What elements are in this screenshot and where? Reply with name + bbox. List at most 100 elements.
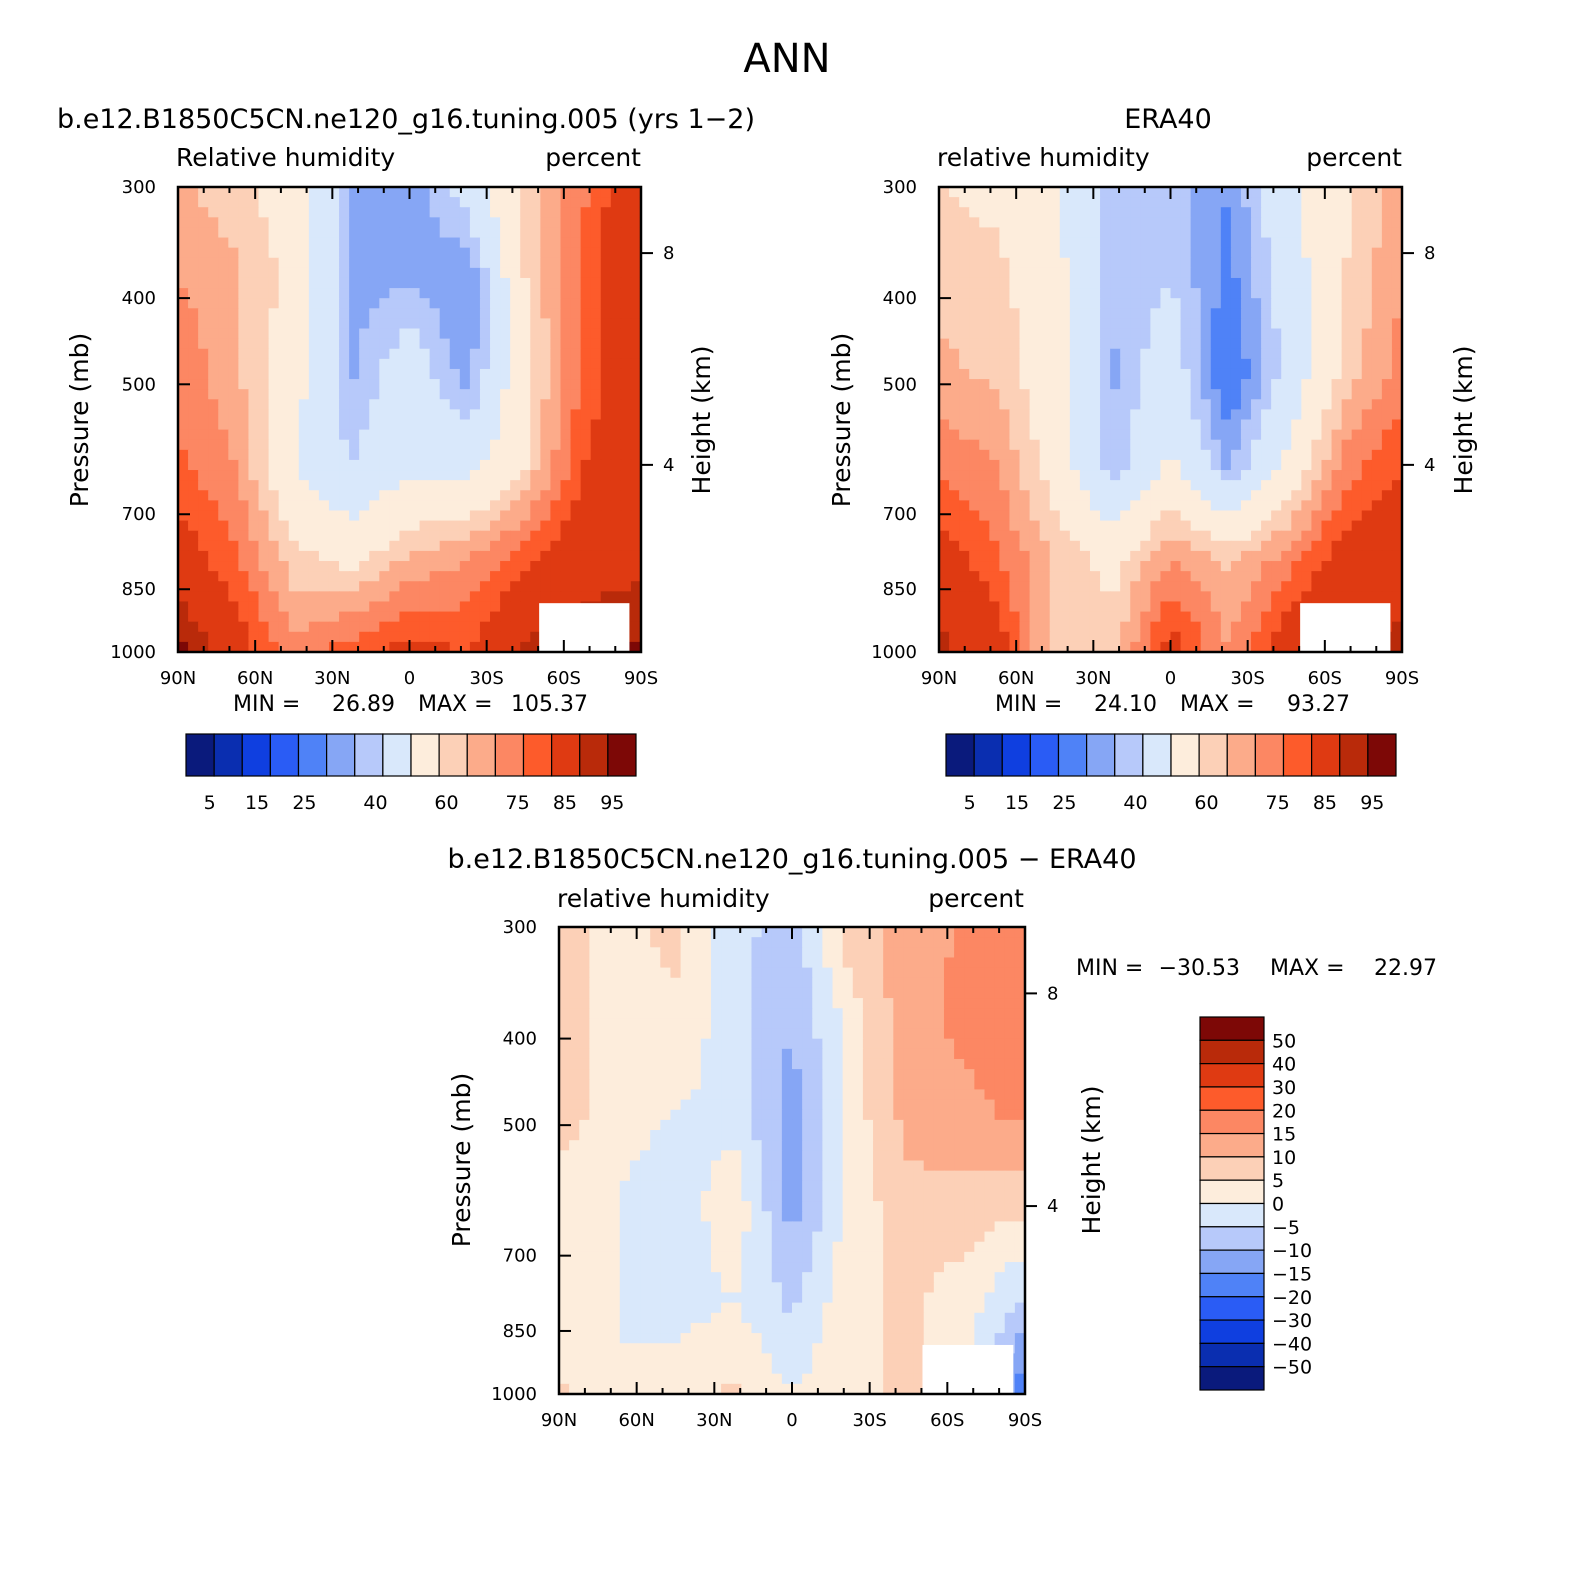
field-cell xyxy=(439,540,451,552)
field-cell xyxy=(1240,318,1252,330)
field-cell xyxy=(278,227,290,239)
field-cell xyxy=(883,1008,894,1019)
field-cell xyxy=(298,207,310,218)
field-cell xyxy=(580,399,592,410)
field-cell xyxy=(409,621,421,633)
field-cell xyxy=(248,591,260,603)
field-cell xyxy=(1230,439,1242,451)
field-cell xyxy=(298,237,310,249)
field-cell xyxy=(198,389,209,400)
field-cell xyxy=(1321,530,1333,542)
field-cell xyxy=(1110,520,1121,532)
field-cell xyxy=(630,227,642,239)
field-cell xyxy=(761,998,773,1009)
field-cell xyxy=(1301,257,1313,269)
field-cell xyxy=(923,987,935,999)
field-cell xyxy=(969,399,980,410)
field-cell xyxy=(1009,429,1021,441)
field-cell xyxy=(490,338,501,350)
field-cell xyxy=(939,368,950,380)
field-cell xyxy=(369,530,380,542)
field-cell xyxy=(1230,308,1242,320)
field-cell xyxy=(700,967,712,979)
field-cell xyxy=(208,227,219,239)
field-cell xyxy=(984,927,996,938)
field-cell xyxy=(580,439,592,451)
field-cell xyxy=(954,987,965,999)
field-cell xyxy=(419,379,431,390)
field-cell xyxy=(540,257,552,269)
field-cell xyxy=(1039,328,1051,340)
field-cell xyxy=(630,611,642,623)
field-cell xyxy=(852,1028,864,1040)
field-cell xyxy=(399,338,411,350)
field-cell xyxy=(359,621,370,633)
field-cell xyxy=(1039,389,1051,400)
field-cell xyxy=(650,977,661,989)
field-cell xyxy=(1170,429,1182,441)
field-cell xyxy=(1190,318,1202,330)
field-cell xyxy=(409,459,421,471)
field-cell xyxy=(1110,227,1121,239)
field-cell xyxy=(439,338,451,350)
field-cell xyxy=(550,399,562,410)
field-cell xyxy=(268,561,280,572)
field-cell xyxy=(1351,197,1363,208)
field-cell xyxy=(349,611,360,623)
x-tick-labels: 90N 60N 30N 0 30S 60S 90S xyxy=(921,187,1419,689)
field-cell xyxy=(1291,318,1302,330)
field-cell xyxy=(419,480,431,491)
field-cell xyxy=(1341,207,1353,218)
field-cell xyxy=(1100,328,1111,340)
field-cell xyxy=(1391,227,1403,239)
field-cell xyxy=(560,237,572,249)
field-cell xyxy=(238,621,250,633)
field-cell xyxy=(248,267,260,279)
field-cell xyxy=(339,368,350,380)
field-cell xyxy=(409,308,421,320)
field-cell xyxy=(600,429,612,441)
field-cell xyxy=(188,237,199,249)
field-cell xyxy=(1251,459,1262,471)
field-cell xyxy=(999,601,1011,613)
field-cell xyxy=(530,338,541,350)
field-cell xyxy=(399,490,411,501)
field-cell xyxy=(449,257,461,269)
field-cell xyxy=(429,510,441,522)
field-cell xyxy=(1311,368,1323,380)
field-cell xyxy=(1331,207,1343,218)
field-cell xyxy=(389,358,401,370)
field-cell xyxy=(1190,247,1202,259)
field-cell xyxy=(1014,937,1026,948)
field-cell xyxy=(610,399,622,410)
field-cell xyxy=(278,399,290,410)
field-cell xyxy=(979,601,990,613)
field-cell xyxy=(1220,318,1232,330)
field-cell xyxy=(599,947,611,959)
field-cell xyxy=(620,338,632,350)
field-cell xyxy=(540,267,552,279)
field-cell xyxy=(540,540,552,552)
field-cell xyxy=(913,927,925,938)
field-cell xyxy=(459,439,471,451)
field-cell xyxy=(1049,621,1061,633)
field-cell xyxy=(419,540,431,552)
field-cell xyxy=(630,500,642,512)
field-cell xyxy=(1271,187,1282,198)
field-cell xyxy=(258,449,270,461)
field-cell xyxy=(999,288,1011,299)
field-cell xyxy=(228,379,239,390)
field-cell xyxy=(238,207,250,218)
field-cell xyxy=(954,1008,965,1019)
field-cell xyxy=(550,510,562,522)
field-cell xyxy=(409,348,421,360)
field-cell xyxy=(439,277,451,289)
field-cell xyxy=(449,520,461,532)
field-cell xyxy=(479,540,491,552)
field-cell xyxy=(389,237,401,249)
field-cell xyxy=(1311,277,1323,289)
field-cell xyxy=(569,987,580,999)
field-cell xyxy=(278,277,290,289)
field-cell xyxy=(1014,998,1026,1009)
field-cell xyxy=(949,550,960,562)
